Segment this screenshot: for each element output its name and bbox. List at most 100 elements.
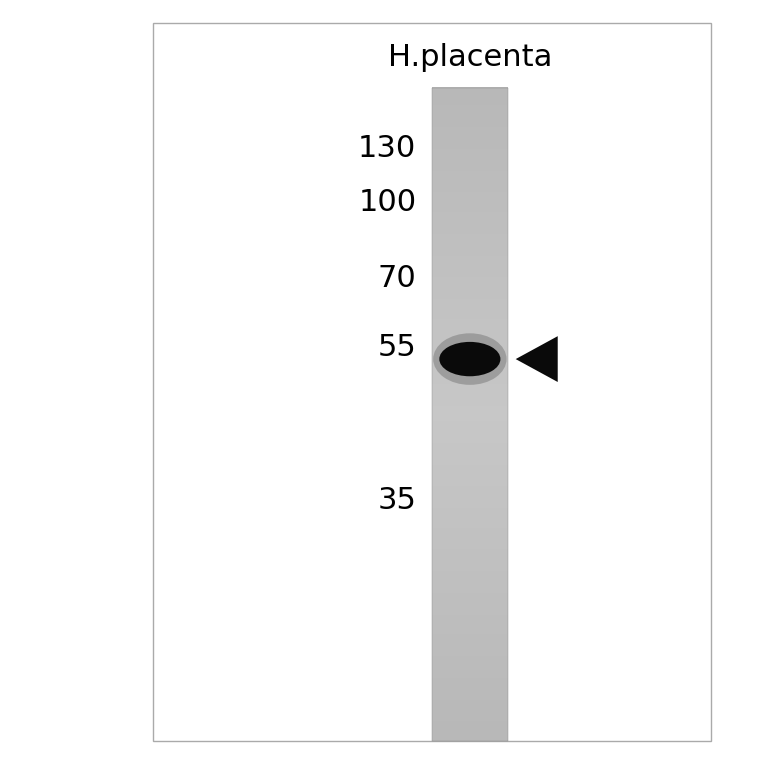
Bar [432,89,508,92]
Bar [432,658,508,661]
Bar [432,287,508,290]
Bar [432,359,508,362]
Bar [432,466,508,469]
Bar [432,154,508,157]
Bar [432,296,508,299]
Bar [432,407,508,410]
Bar [432,92,508,95]
Bar [432,492,508,495]
Bar [432,309,508,312]
Bar [432,440,508,443]
Bar [432,153,508,155]
Bar [432,283,508,286]
Bar [432,290,508,293]
Bar [432,718,508,721]
Bar [432,397,508,400]
Bar [432,579,508,582]
Bar [432,497,508,500]
Bar [432,108,508,112]
Bar [432,603,508,606]
Bar [432,331,508,334]
Bar [432,218,508,221]
Bar [432,377,508,380]
Bar [432,274,508,277]
Bar [432,679,508,682]
Bar [153,23,711,741]
Bar [432,215,508,219]
Bar [432,189,508,193]
Bar [432,403,508,406]
Bar [432,135,508,138]
Bar [432,172,508,175]
Bar [432,479,508,482]
Bar [432,196,508,199]
Bar [432,692,508,695]
Bar [432,720,508,724]
Bar [432,340,508,342]
Bar [432,435,508,439]
Bar [432,671,508,674]
Bar [432,664,508,667]
Bar [432,257,508,260]
Bar [432,490,508,493]
Bar [432,681,508,685]
Bar [432,712,508,715]
Bar [432,133,508,136]
Bar [432,327,508,329]
Bar [432,151,508,153]
Bar [432,100,508,103]
Bar [432,710,508,713]
Bar [432,699,508,702]
Bar [432,146,508,149]
Bar [432,690,508,693]
Bar [432,507,508,510]
Bar [432,333,508,336]
Bar [432,94,508,96]
Bar [432,540,508,543]
Bar [432,187,508,190]
Bar [432,235,508,238]
Bar [432,207,508,210]
Bar [432,461,508,465]
Bar [432,98,508,101]
Bar [432,592,508,595]
Bar [432,220,508,223]
Bar [432,649,508,652]
Text: 35: 35 [377,486,416,515]
Bar [432,102,508,105]
Bar [432,575,508,578]
Bar [432,325,508,327]
Bar [432,536,508,539]
Bar [432,444,508,447]
Bar [432,633,508,636]
Bar [432,141,508,144]
Bar [432,531,508,534]
Bar [432,226,508,229]
Bar [432,705,508,708]
Bar [432,405,508,408]
Bar [432,725,508,728]
Bar [432,427,508,429]
Bar [432,732,508,734]
Bar [432,514,508,516]
Bar [432,355,508,358]
Bar [432,559,508,562]
Bar [432,244,508,247]
Bar [432,399,508,401]
Bar [432,131,508,134]
Bar [432,623,508,626]
Bar [432,128,508,131]
Bar [432,599,508,602]
Bar [432,124,508,127]
Bar [432,499,508,502]
Bar [432,451,508,454]
Bar [432,241,508,244]
Bar [432,645,508,647]
Bar [432,303,508,306]
Bar [432,213,508,216]
Bar [432,233,508,236]
Bar [432,414,508,416]
Bar [432,677,508,680]
Bar [432,438,508,441]
Bar [432,518,508,521]
